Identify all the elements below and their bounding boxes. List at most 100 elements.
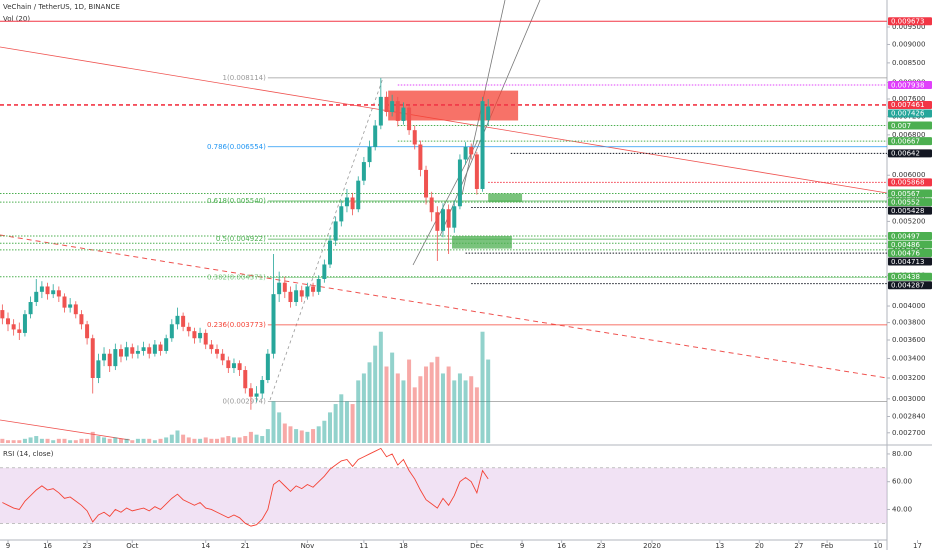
volume-bar: [418, 376, 423, 443]
candle-body: [215, 349, 220, 354]
volume-bar: [474, 387, 479, 443]
volume-bar: [51, 440, 56, 443]
volume-bar: [226, 436, 231, 443]
candle-body: [152, 344, 157, 354]
candle-body: [169, 324, 174, 339]
x-tick-label: 9: [520, 542, 524, 550]
candle-body: [480, 101, 485, 189]
candle-body: [429, 197, 434, 213]
x-tick-label: Dec: [470, 542, 484, 550]
fib-label: 0.5(0.004922): [216, 235, 266, 243]
volume-bar: [209, 438, 214, 443]
volume-bar: [333, 404, 338, 443]
volume-bar: [361, 373, 366, 443]
volume-bar: [294, 429, 299, 443]
candle-body: [175, 315, 180, 325]
price-tag-label: 0.004713: [891, 258, 924, 266]
candle-body: [0, 310, 5, 319]
candle-body: [446, 209, 451, 228]
candle-body: [90, 338, 95, 379]
candle-body: [418, 144, 423, 170]
candle-body: [322, 264, 327, 279]
candle-body: [220, 353, 225, 361]
volume-bar: [34, 436, 39, 443]
price-tag-label: 0.007938: [891, 81, 924, 89]
price-tag-label: 0.009673: [891, 17, 924, 25]
volume-bar: [469, 376, 474, 443]
candle-body: [243, 370, 248, 389]
price-tag: [888, 248, 932, 257]
candle-body: [367, 146, 372, 163]
volume-bar: [124, 438, 129, 443]
candle-body: [96, 360, 101, 379]
price-tag-label: 0.00552: [891, 198, 920, 206]
price-tag: [888, 231, 932, 240]
candle-body: [203, 332, 208, 345]
volume-bar: [28, 437, 33, 443]
volume-bar: [271, 401, 276, 443]
y-tick-label: 0.005600: [892, 193, 925, 201]
candle-body: [68, 304, 73, 308]
x-tick-label: 9: [6, 542, 10, 550]
volume-bar: [265, 429, 270, 443]
candle-body: [186, 326, 191, 332]
price-tag: [888, 206, 932, 215]
volume-bar: [378, 331, 383, 443]
volume-bar: [311, 429, 316, 443]
price-tag: [888, 178, 932, 187]
volume-bar: [373, 345, 378, 443]
candle-body: [22, 314, 27, 333]
fib-label: 0.382(0.004371): [207, 273, 266, 281]
volume-bar: [135, 438, 140, 443]
y-tick-label: 0.002700: [892, 429, 925, 437]
candle-body: [181, 315, 186, 327]
zone: [452, 235, 512, 249]
candle-body: [164, 338, 169, 351]
x-tick-label: 2020: [643, 542, 661, 550]
price-tag: [888, 257, 932, 266]
x-tick-label: 13: [715, 542, 724, 550]
candle-body: [124, 347, 129, 357]
x-tick-label: Nov: [301, 542, 315, 550]
candle-body: [209, 344, 214, 350]
price-tag-label: 0.00667: [891, 137, 920, 145]
x-tick-label: 16: [43, 542, 52, 550]
volume-label: Vol (20): [3, 15, 30, 23]
volume-bar: [90, 431, 95, 443]
candle-body: [350, 197, 355, 210]
x-tick-label: 10: [874, 542, 883, 550]
volume-bar: [5, 440, 10, 443]
candle-body: [107, 353, 112, 367]
candle-body: [5, 318, 10, 325]
price-tag: [888, 189, 932, 198]
candle-body: [356, 180, 361, 210]
volume-bar: [130, 440, 135, 443]
x-tick-label: 11: [359, 542, 368, 550]
volume-bar: [158, 438, 163, 443]
rsi-band: [0, 467, 887, 524]
y-tick-label: 0.002840: [892, 412, 925, 420]
price-tag-label: 0.005868: [891, 179, 924, 187]
price-tag: [888, 137, 932, 146]
candle-body: [141, 347, 146, 351]
rsi-label: RSI (14, close): [3, 450, 54, 458]
volume-bar: [237, 437, 242, 443]
candle-body: [294, 290, 299, 303]
volume-bar: [407, 359, 412, 443]
volume-bar: [62, 438, 67, 443]
candle-body: [135, 350, 140, 354]
volume-bar: [220, 437, 225, 443]
volume-bar: [435, 356, 440, 443]
rsi-tick-label: 60.00: [892, 478, 912, 486]
rsi-tick-label: 80.00: [892, 450, 912, 458]
volume-bar: [429, 362, 434, 443]
candle-body: [407, 107, 412, 131]
volume-bar: [85, 438, 90, 443]
candle-body: [192, 331, 197, 339]
y-tick-label: 0.005200: [892, 217, 925, 225]
candle-body: [248, 388, 253, 397]
fib-label: 0(0.002974): [223, 398, 267, 406]
volume-bar: [243, 436, 248, 443]
price-tag-label: 0.004287: [891, 282, 924, 290]
volume-bar: [113, 437, 118, 443]
